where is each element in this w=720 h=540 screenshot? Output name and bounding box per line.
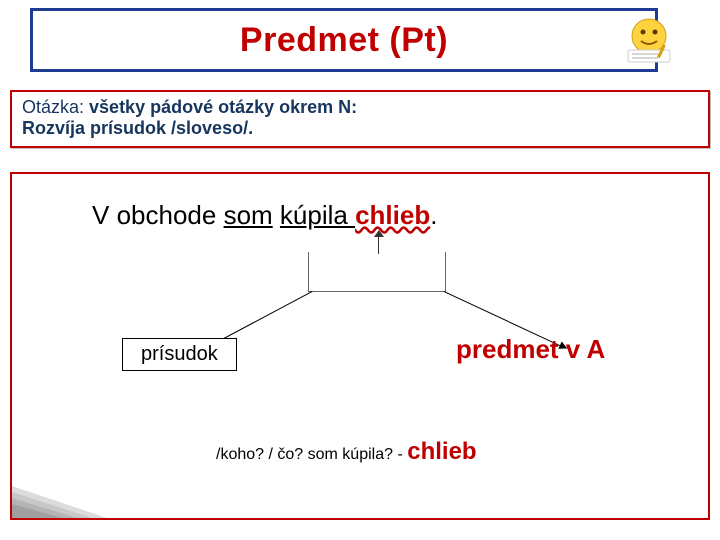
- answer-question: /koho? / čo? som kúpila? -: [216, 446, 407, 463]
- bracket-rect: [308, 252, 446, 292]
- sentence-part1: V obchode: [92, 200, 224, 230]
- sentence-verb2: kúpila: [280, 200, 355, 230]
- sentence-verb1: som: [224, 200, 273, 230]
- prisudok-label-box: prísudok: [122, 338, 237, 371]
- rule-line-1: Otázka: všetky pádové otázky okrem N:: [22, 97, 698, 118]
- page-title: Predmet (Pt): [240, 21, 448, 60]
- sentence-end: .: [430, 200, 437, 230]
- rule-label-1: Otázka:: [22, 97, 89, 117]
- decorative-wedge: [12, 478, 107, 518]
- rule-line-2: Rozvíja prísudok /sloveso/.: [22, 118, 698, 139]
- rule-label-2: Rozvíja: [22, 118, 90, 138]
- title-box: Predmet (Pt): [30, 8, 658, 72]
- sentence-object: chlieb: [355, 200, 430, 230]
- example-sentence: V obchode som kúpila chlieb.: [92, 200, 437, 231]
- sentence-space: [273, 200, 280, 230]
- rule-box: Otázka: všetky pádové otázky okrem N: Ro…: [10, 90, 710, 148]
- smiley-writing-icon: [622, 12, 676, 66]
- answer-result: chlieb: [407, 438, 476, 465]
- rule-value-2: prísudok /sloveso/.: [90, 118, 253, 138]
- predmet-label-box: predmet v A: [448, 330, 613, 369]
- rule-value-1: všetky pádové otázky okrem N:: [89, 97, 357, 117]
- arrow-up-icon: [378, 236, 379, 254]
- predmet-label: predmet v A: [456, 334, 605, 364]
- diagram-box: V obchode som kúpila chlieb. prísudok pr…: [10, 172, 710, 520]
- prisudok-label: prísudok: [141, 343, 218, 365]
- answer-line: /koho? / čo? som kúpila? - chlieb: [216, 438, 477, 466]
